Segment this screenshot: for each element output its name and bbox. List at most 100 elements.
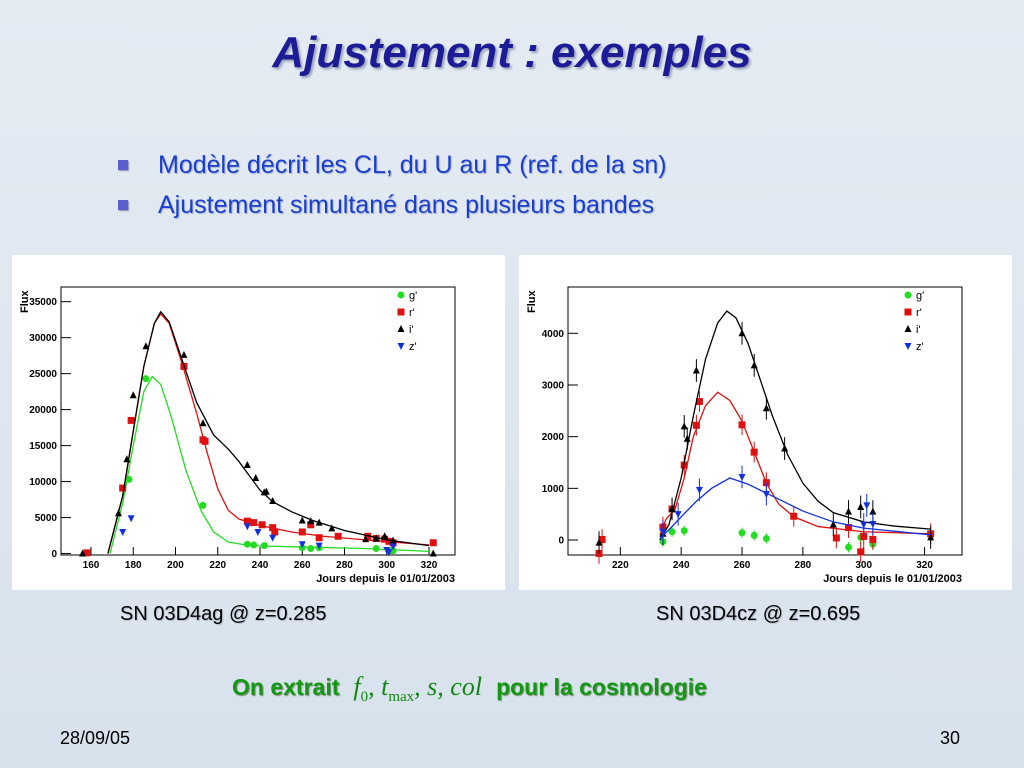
y-tick-label: 0 — [51, 549, 57, 560]
x-tick-label: 300 — [378, 560, 395, 571]
data-point-r — [429, 539, 437, 547]
plot-frame — [567, 286, 963, 556]
bullet-text: Ajustement simultané dans plusieurs band… — [158, 190, 655, 219]
x-tick-label: 320 — [916, 560, 933, 571]
y-tick-label: 10000 — [29, 477, 57, 488]
data-point-g — [250, 541, 258, 549]
data-point-z — [674, 511, 682, 519]
data-point-z — [863, 502, 871, 510]
caption-right: SN 03D4cz @ z=0.695 — [656, 603, 861, 625]
data-point-i — [307, 517, 315, 525]
data-point-i — [781, 444, 789, 452]
fit-curve-z — [659, 477, 931, 539]
legend-marker-r — [904, 308, 912, 316]
data-point-g — [243, 540, 251, 548]
data-point-r — [598, 535, 606, 543]
data-point-r — [250, 519, 258, 527]
x-tick-label: 260 — [294, 560, 311, 571]
data-point-i — [199, 419, 207, 427]
y-tick-label: 20000 — [29, 405, 57, 416]
data-point-z — [254, 528, 262, 536]
data-point-i — [315, 518, 323, 526]
data-point-i — [927, 533, 935, 541]
parameters-formula: f0, tmax, s, col — [353, 672, 483, 706]
data-point-r — [385, 537, 393, 545]
x-tick-label: 240 — [673, 560, 690, 571]
legend-label: z' — [916, 341, 924, 353]
data-point-g — [738, 529, 746, 537]
y-tick-label: 30000 — [29, 333, 57, 344]
extract-prefix: On extrait — [232, 674, 340, 700]
y-tick-label: 35000 — [29, 297, 57, 308]
y-tick-label: 0 — [558, 536, 564, 547]
extract-suffix: pour la cosmologie — [496, 674, 707, 700]
legend-label: r' — [916, 307, 922, 319]
data-point-r — [832, 534, 840, 542]
data-point-i — [252, 473, 260, 481]
legend-marker-i — [904, 325, 912, 332]
data-point-g — [199, 501, 207, 509]
fit-curve-i — [659, 310, 931, 541]
data-point-r — [857, 548, 865, 556]
data-point-r — [243, 517, 251, 525]
chart-panel-right: 220 240 260 280 300 320 0 1000 2000 3000 4000 Jours… — [519, 255, 1012, 590]
x-tick-label: 260 — [734, 560, 751, 571]
x-tick-label: 220 — [209, 560, 226, 571]
data-point-g — [680, 527, 688, 535]
page-number: 30 — [940, 728, 961, 748]
data-point-r — [307, 521, 315, 529]
bullet-text: Modèle décrit les CL, du U au R (ref. de… — [158, 150, 667, 179]
data-point-r — [790, 512, 798, 520]
data-point-r — [738, 421, 746, 429]
data-point-r — [127, 416, 135, 424]
data-point-r — [298, 528, 306, 536]
extract-line: On extrait f0, tmax, s, col pour la cosm… — [232, 672, 707, 706]
x-axis-label: Jours depuis le 01/01/2003 — [316, 573, 455, 585]
data-point-i — [869, 507, 877, 515]
bullet-square-icon — [118, 160, 128, 170]
x-tick-label: 300 — [855, 560, 872, 571]
data-point-i — [857, 502, 865, 510]
data-point-i — [79, 549, 87, 557]
light-curve-chart-03D4ag: 160 180 200 220 240 260 280 300 320 0 5000 10000 150… — [19, 286, 456, 585]
data-point-i — [429, 549, 437, 557]
data-point-z — [269, 534, 277, 542]
legend-label: g' — [409, 290, 417, 302]
bullet-square-icon — [118, 200, 128, 210]
data-point-z — [127, 515, 135, 523]
data-point-z — [385, 549, 393, 557]
legend-marker-z — [904, 343, 912, 350]
bullet-item: Ajustement simultané dans plusieurs band… — [118, 185, 667, 225]
data-point-r — [258, 521, 266, 529]
bullet-item: Modèle décrit les CL, du U au R (ref. de… — [118, 145, 667, 185]
data-point-i — [362, 535, 370, 543]
x-tick-label: 200 — [167, 560, 184, 571]
data-point-g — [762, 534, 770, 542]
data-point-r — [201, 437, 209, 445]
data-point-z — [659, 528, 667, 536]
x-tick-label: 180 — [125, 560, 142, 571]
x-tick-label: 160 — [83, 560, 100, 571]
y-tick-label: 15000 — [29, 441, 57, 452]
data-point-r — [271, 528, 279, 536]
data-point-i — [683, 434, 691, 442]
data-point-z — [315, 542, 323, 550]
data-point-z — [762, 491, 770, 499]
y-tick-label: 4000 — [542, 329, 565, 340]
y-tick-label: 2000 — [542, 432, 565, 443]
legend-label: g' — [916, 290, 924, 302]
legend-marker-z — [397, 343, 405, 350]
data-point-i — [129, 391, 137, 399]
data-point-i — [372, 534, 380, 542]
bullet-list: Modèle décrit les CL, du U au R (ref. de… — [118, 145, 667, 225]
data-point-z — [869, 520, 877, 528]
x-tick-label: 280 — [795, 560, 812, 571]
data-point-r — [750, 448, 758, 456]
y-axis-label: Flux — [526, 290, 538, 313]
fit-curve-r — [659, 391, 931, 536]
x-tick-label: 240 — [252, 560, 269, 571]
data-point-z — [738, 473, 746, 481]
data-point-z — [243, 523, 251, 531]
data-point-r — [83, 549, 91, 557]
data-point-r — [692, 421, 700, 429]
